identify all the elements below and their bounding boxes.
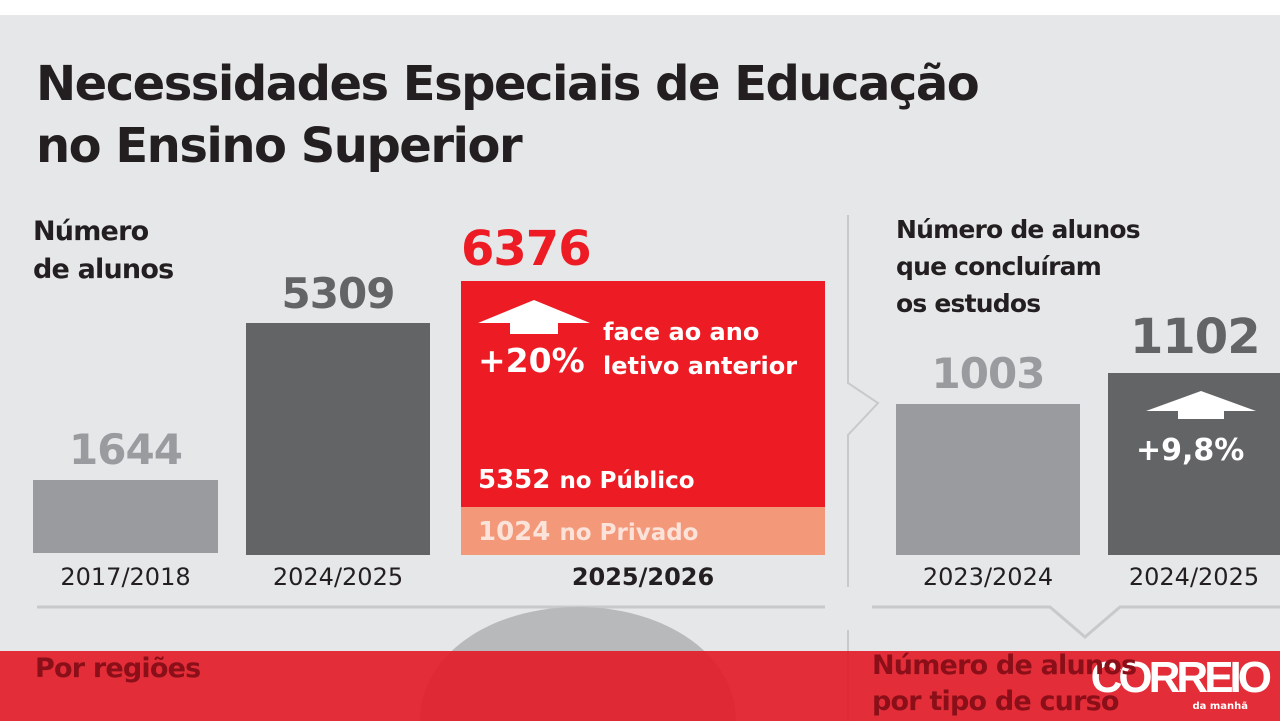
year-label-2023-2024: 2023/2024: [922, 563, 1054, 591]
publico-value: 5352: [478, 465, 551, 495]
title-line-2: no Ensino Superior: [36, 118, 523, 174]
title-line-1: Necessidades Especiais de Educação: [36, 56, 980, 112]
chart-2-title-line-2: que concluíram: [896, 252, 1102, 281]
chart-2-title-line-1: Número de alunos: [896, 215, 1141, 244]
bar-2024-2025: [246, 323, 430, 555]
course-type-line-2: por tipo de curso: [872, 686, 1119, 717]
change-percent-concluidos: +9,8%: [1136, 433, 1245, 468]
brand-band: CORREIO da manhã: [0, 651, 1280, 721]
value-label-2025-2026: 6376: [461, 221, 592, 277]
change-percent: +20%: [478, 341, 585, 380]
chart-1-title-line-1: Número: [33, 216, 149, 247]
course-type-line-1: Número de alunos: [872, 650, 1137, 681]
bar-2025-2026-privado: [461, 507, 825, 555]
publico-text: no Público: [559, 468, 695, 494]
privado-label: 1024 no Privado: [478, 517, 698, 547]
chart-1-title-line-2: de alunos: [33, 254, 174, 285]
section-course-type: Número de alunos por tipo de curso: [872, 648, 1137, 720]
chart-2-title-line-3: os estudos: [896, 289, 1041, 318]
year-label-2017-2018: 2017/2018: [60, 563, 191, 591]
chart-2-title: Número de alunos que concluíram os estud…: [896, 211, 1141, 322]
value-label-2023-2024: 1003: [931, 349, 1046, 398]
value-label-2024-2025-concluidos: 1102: [1130, 309, 1261, 365]
value-label-2024-2025: 5309: [281, 269, 396, 318]
infographic: Necessidades Especiais de Educação no En…: [0, 15, 1280, 721]
change-note-line-1: face ao ano: [603, 318, 760, 346]
arrow-up-icon: [1146, 391, 1256, 419]
value-label-2017-2018: 1644: [69, 425, 183, 474]
bar-2023-2024: [896, 404, 1080, 555]
publico-label: 5352 no Público: [478, 465, 695, 495]
privado-value: 1024: [478, 517, 551, 547]
section-regions: Por regiões: [35, 653, 201, 684]
change-note-line-2: letivo anterior: [603, 352, 798, 380]
brand-logo[interactable]: CORREIO da manhã: [1090, 653, 1272, 713]
year-label-2025-2026: 2025/2026: [571, 563, 715, 591]
brand-name: CORREIO: [1090, 653, 1272, 702]
privado-text: no Privado: [559, 520, 699, 546]
year-label-2024-2025-concluidos: 2024/2025: [1128, 563, 1260, 591]
change-note: face ao ano letivo anterior: [603, 315, 797, 383]
chart-1-title: Número de alunos: [33, 213, 174, 289]
dividers: [37, 215, 1280, 721]
page-title: Necessidades Especiais de Educação no En…: [36, 53, 980, 177]
arrow-up-icon: [478, 300, 590, 334]
year-label-2024-2025: 2024/2025: [272, 563, 404, 591]
brand-sub: da manhã: [1192, 701, 1248, 712]
bar-2017-2018: [33, 480, 218, 553]
